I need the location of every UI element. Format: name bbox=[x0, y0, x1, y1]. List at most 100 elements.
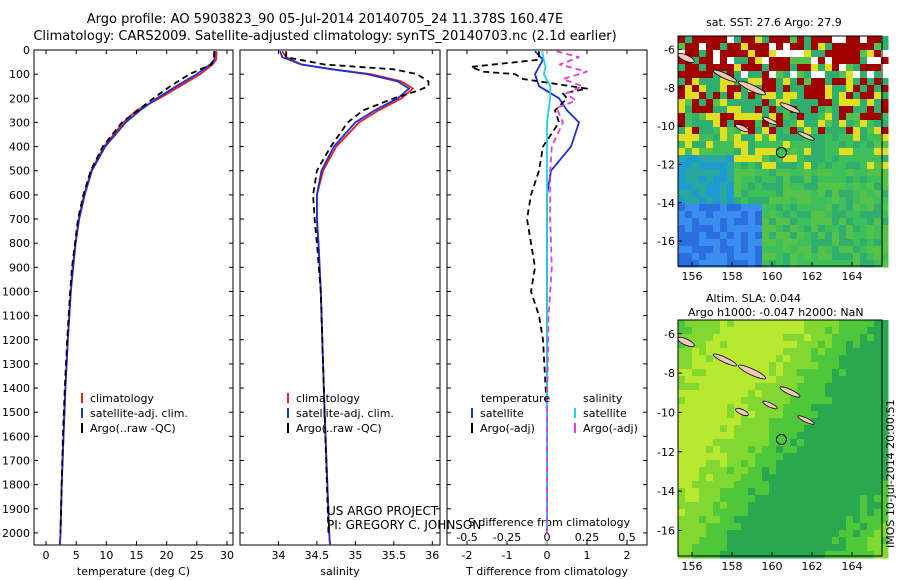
map-cell bbox=[720, 253, 728, 261]
map-cell bbox=[678, 397, 686, 405]
map-cell bbox=[853, 43, 861, 51]
legend-label: Argo(..raw -QC) bbox=[90, 422, 176, 435]
map-cell bbox=[804, 474, 812, 482]
map-cell bbox=[867, 390, 875, 398]
map-cell bbox=[846, 320, 854, 328]
map-cell bbox=[797, 495, 805, 503]
map-cell bbox=[699, 467, 707, 475]
map-cell bbox=[825, 495, 833, 503]
map-cell bbox=[874, 390, 882, 398]
map-cell bbox=[832, 355, 840, 363]
map-cell bbox=[706, 446, 714, 454]
map-cell bbox=[755, 516, 763, 524]
map-cell bbox=[699, 488, 707, 496]
map-cell bbox=[839, 85, 847, 93]
map-cell bbox=[783, 120, 791, 128]
map-cell bbox=[783, 78, 791, 86]
map-cell bbox=[727, 260, 735, 268]
map-cell bbox=[734, 432, 742, 440]
map-lon-label: 160 bbox=[762, 560, 783, 573]
map-cell bbox=[804, 176, 812, 184]
map-cell bbox=[846, 78, 854, 86]
map-cell bbox=[692, 190, 700, 198]
map-cell bbox=[748, 176, 756, 184]
map-cell bbox=[874, 334, 882, 342]
map-cell bbox=[769, 551, 777, 559]
legend-label: Argo(..raw -QC) bbox=[296, 422, 382, 435]
map-lat-label: -14 bbox=[657, 197, 675, 210]
map-cell bbox=[706, 411, 714, 419]
map-cell bbox=[825, 453, 833, 461]
map-cell bbox=[769, 64, 777, 72]
map-cell bbox=[874, 71, 882, 79]
map-cell bbox=[741, 551, 749, 559]
map-cell bbox=[818, 369, 826, 377]
map-cell bbox=[790, 155, 798, 163]
map-cell bbox=[713, 390, 721, 398]
map-cell bbox=[790, 376, 798, 384]
map-cell bbox=[720, 362, 728, 370]
map-cell bbox=[860, 341, 868, 349]
map-cell bbox=[860, 516, 868, 524]
map-cell bbox=[748, 246, 756, 254]
map-cell bbox=[804, 390, 812, 398]
map-cell bbox=[692, 530, 700, 538]
map-cell bbox=[713, 246, 721, 254]
map-cell bbox=[762, 92, 770, 100]
map-cell bbox=[713, 418, 721, 426]
map-cell bbox=[860, 404, 868, 412]
map-cell bbox=[825, 246, 833, 254]
map-cell bbox=[825, 530, 833, 538]
map-cell bbox=[853, 141, 861, 149]
map-lat-label: -8 bbox=[664, 367, 675, 380]
map-cell bbox=[720, 155, 728, 163]
map-cell bbox=[818, 523, 826, 531]
map-cell bbox=[832, 141, 840, 149]
map-cell bbox=[853, 516, 861, 524]
map-cell bbox=[839, 190, 847, 198]
map-cell bbox=[804, 439, 812, 447]
map-cell bbox=[741, 390, 749, 398]
map-cell bbox=[818, 57, 826, 65]
map-cell bbox=[692, 78, 700, 86]
map-cell bbox=[860, 537, 868, 545]
map-cell bbox=[776, 348, 784, 356]
map-cell bbox=[846, 397, 854, 405]
map-cell bbox=[748, 211, 756, 219]
y-tick-label: 1500 bbox=[2, 406, 30, 419]
map-cell bbox=[692, 411, 700, 419]
map-cell bbox=[825, 488, 833, 496]
map-cell bbox=[734, 225, 742, 233]
map-cell bbox=[678, 474, 686, 482]
map-cell bbox=[790, 509, 798, 517]
map-cell bbox=[692, 57, 700, 65]
map-cell bbox=[797, 348, 805, 356]
map-cell bbox=[881, 190, 889, 198]
map-cell bbox=[678, 530, 686, 538]
map-cell bbox=[727, 218, 735, 226]
map-cell bbox=[811, 113, 819, 121]
map-cell bbox=[853, 355, 861, 363]
map-cell bbox=[804, 369, 812, 377]
map-cell bbox=[685, 523, 693, 531]
map-cell bbox=[832, 260, 840, 268]
map-cell bbox=[755, 99, 763, 107]
map-cell bbox=[699, 197, 707, 205]
map-cell bbox=[734, 320, 742, 328]
map-cell bbox=[853, 197, 861, 205]
map-cell bbox=[699, 204, 707, 212]
map-cell bbox=[755, 495, 763, 503]
map-cell bbox=[825, 155, 833, 163]
map-cell bbox=[699, 57, 707, 65]
map-cell bbox=[741, 516, 749, 524]
map-cell bbox=[790, 327, 798, 335]
map-cell bbox=[692, 99, 700, 107]
map-cell bbox=[776, 232, 784, 240]
map-cell bbox=[874, 204, 882, 212]
map-cell bbox=[713, 411, 721, 419]
map-cell bbox=[839, 64, 847, 72]
map-cell bbox=[769, 106, 777, 114]
map-cell bbox=[776, 439, 784, 447]
map-cell bbox=[734, 418, 742, 426]
map-cell bbox=[853, 190, 861, 198]
